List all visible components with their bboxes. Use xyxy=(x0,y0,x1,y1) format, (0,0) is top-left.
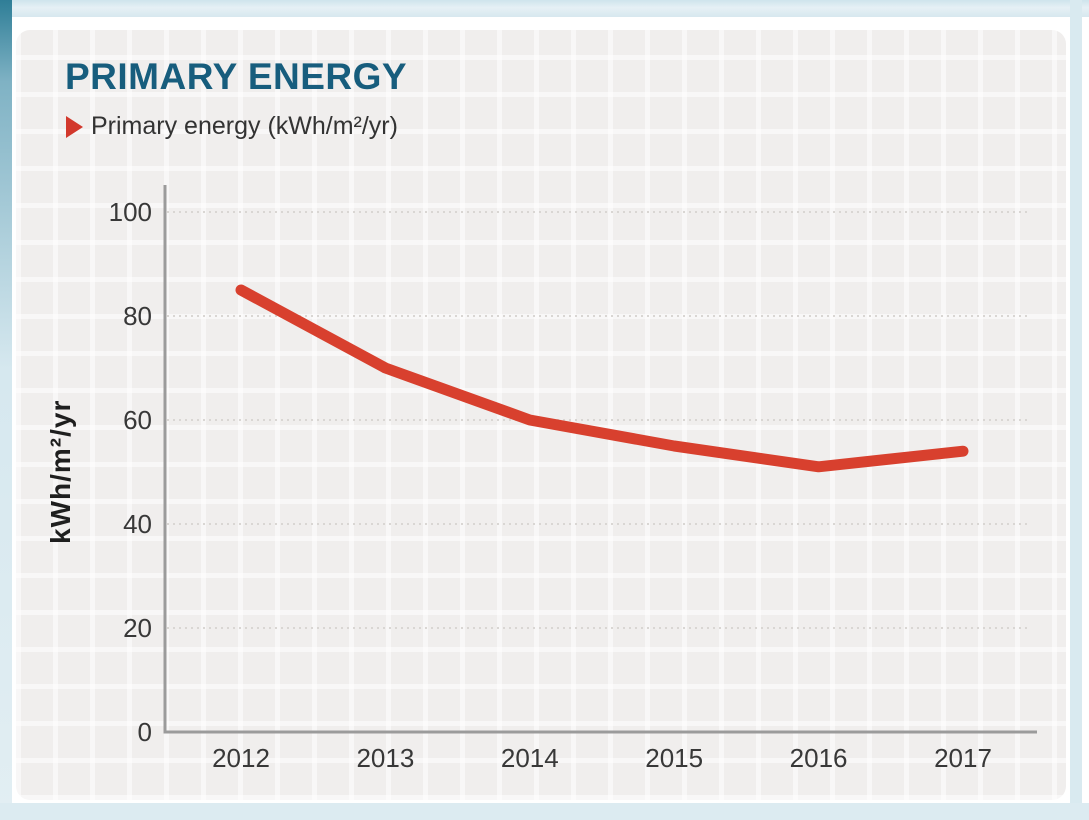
x-tick-label-2012: 2012 xyxy=(212,743,270,773)
y-tick-label-20: 20 xyxy=(123,613,152,643)
x-tick-label-2015: 2015 xyxy=(645,743,703,773)
chart-panel xyxy=(16,30,1066,800)
legend-label: Primary energy (kWh/m²/yr) xyxy=(91,112,398,140)
frame-right-band xyxy=(1070,0,1082,820)
legend: Primary energy (kWh/m²/yr) xyxy=(66,112,398,141)
x-tick-label-2014: 2014 xyxy=(501,743,559,773)
x-tick-label-2016: 2016 xyxy=(790,743,848,773)
x-tick-label-2013: 2013 xyxy=(356,743,414,773)
y-tick-label-100: 100 xyxy=(109,197,152,227)
y-tick-label-60: 60 xyxy=(123,405,152,435)
x-tick-label-2017: 2017 xyxy=(934,743,992,773)
y-tick-label-0: 0 xyxy=(138,717,152,747)
y-tick-label-80: 80 xyxy=(123,301,152,331)
y-tick-label-40: 40 xyxy=(123,509,152,539)
frame-top-band xyxy=(0,0,1089,17)
frame-left-band xyxy=(0,0,12,820)
page-title: PRIMARY ENERGY xyxy=(65,56,408,97)
primary-energy-line xyxy=(235,284,969,473)
frame-bottom-band xyxy=(0,803,1089,820)
right-triangle-icon xyxy=(66,115,83,138)
